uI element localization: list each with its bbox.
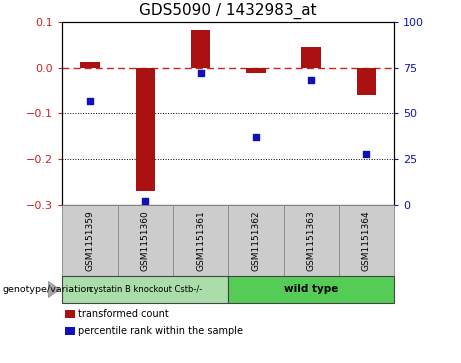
Bar: [301, 47, 321, 68]
Bar: [191, 29, 210, 68]
Bar: [80, 62, 100, 68]
Title: GDS5090 / 1432983_at: GDS5090 / 1432983_at: [139, 3, 317, 19]
Text: percentile rank within the sample: percentile rank within the sample: [78, 326, 243, 337]
Point: [197, 70, 204, 76]
Point: [142, 199, 149, 204]
Text: GSM1151361: GSM1151361: [196, 210, 205, 271]
Polygon shape: [48, 282, 60, 298]
Point: [252, 134, 260, 140]
Point: [307, 78, 315, 83]
Text: GSM1151360: GSM1151360: [141, 210, 150, 271]
Bar: [246, 68, 266, 73]
Text: genotype/variation: genotype/variation: [2, 285, 93, 294]
Text: GSM1151363: GSM1151363: [307, 210, 316, 271]
Text: GSM1151362: GSM1151362: [251, 210, 260, 271]
Text: cystatin B knockout Cstb-/-: cystatin B knockout Cstb-/-: [89, 285, 202, 294]
Point: [363, 151, 370, 157]
Point: [86, 98, 94, 103]
Text: wild type: wild type: [284, 285, 338, 294]
Bar: [136, 68, 155, 191]
Bar: [357, 68, 376, 95]
Text: GSM1151359: GSM1151359: [85, 210, 95, 271]
Text: transformed count: transformed count: [78, 309, 169, 319]
Text: GSM1151364: GSM1151364: [362, 210, 371, 271]
